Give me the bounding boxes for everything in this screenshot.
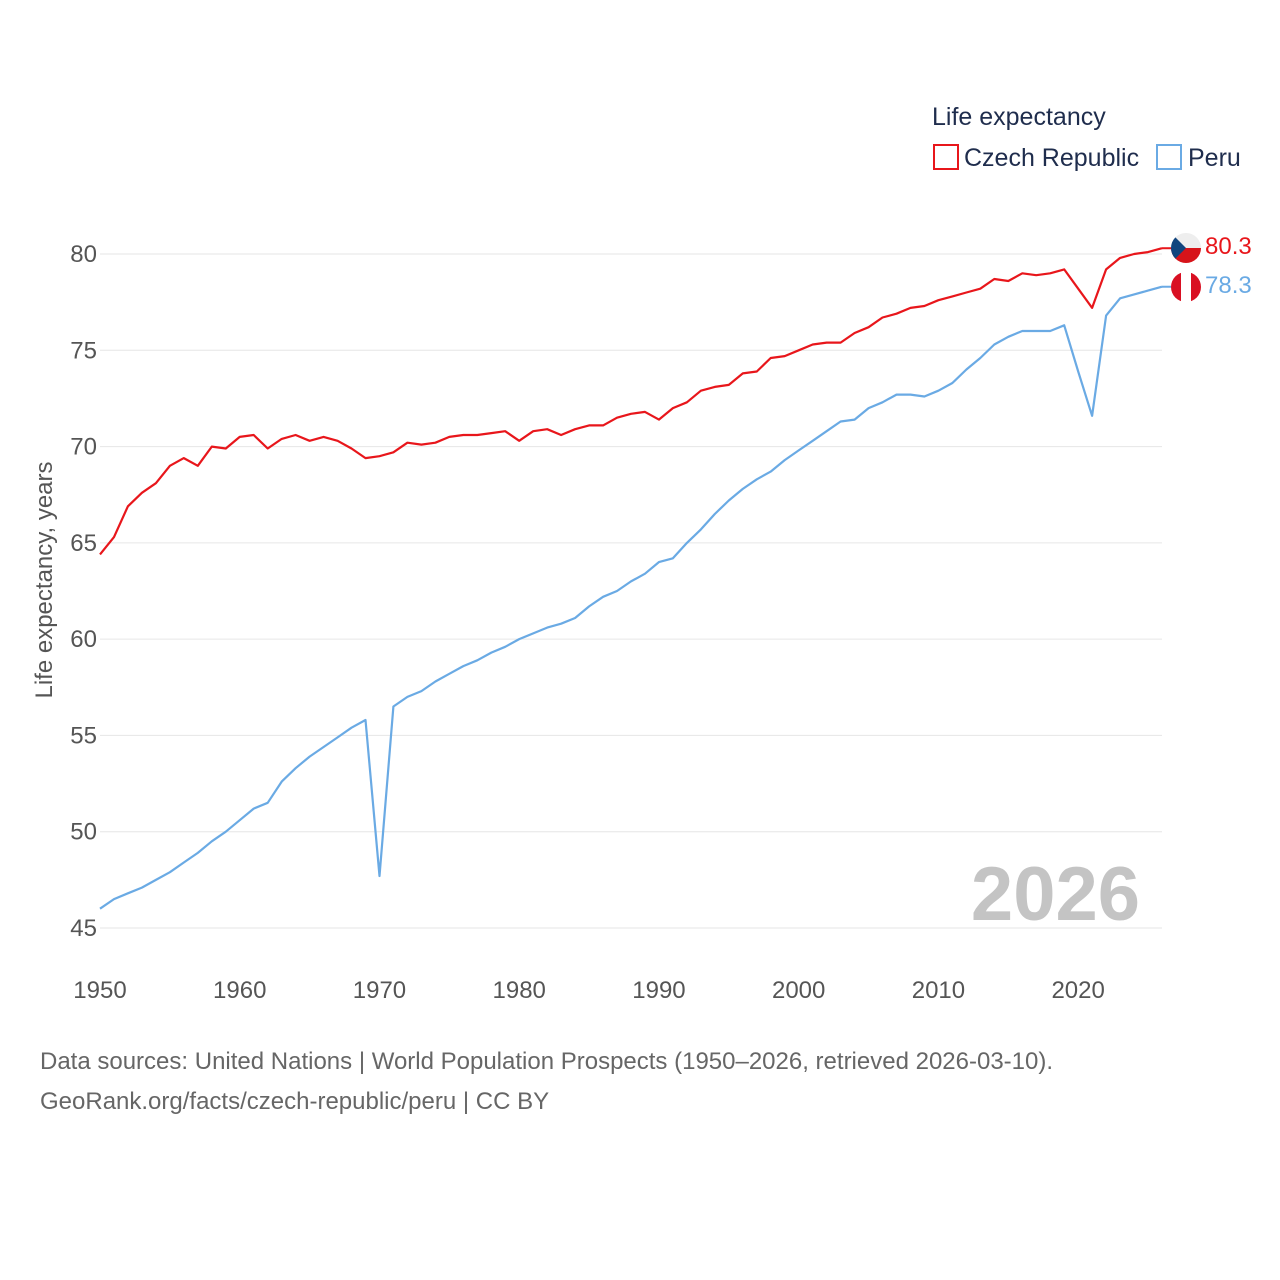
legend-label-czech-republic: Czech Republic [964,144,1139,172]
y-axis-ticks: 45 50 55 60 65 70 75 80 [70,241,97,942]
source-line-link[interactable]: GeoRank.org/facts/czech-republic/peru | … [40,1088,550,1115]
x-tick-label: 2010 [912,977,965,1004]
legend: Life expectancy Czech Republic Peru [932,103,1241,172]
y-tick-label: 60 [70,626,97,653]
current-year-watermark: 2026 [971,852,1140,937]
end-value-czech-republic: 80.3 [1205,233,1252,260]
legend-title: Life expectancy [932,103,1106,131]
y-tick-label: 80 [70,241,97,268]
legend-item-czech-republic[interactable]: Czech Republic [933,144,1139,172]
legend-item-peru[interactable]: Peru [1156,144,1241,172]
y-tick-label: 75 [70,337,97,364]
grid-lines [100,253,1162,929]
x-axis-ticks: 1950 1960 1970 1980 1990 2000 2010 2020 [73,977,1105,1004]
series-line-peru[interactable] [99,285,1163,910]
y-tick-label: 70 [70,434,97,461]
series-lines [99,247,1172,910]
legend-label-peru: Peru [1188,144,1241,172]
end-value-peru: 78.3 [1205,272,1252,299]
y-axis-title: Life expectancy, years [31,461,58,698]
x-tick-label: 1990 [632,977,685,1004]
series-line-czech-republic[interactable] [99,247,1163,556]
y-tick-label: 65 [70,530,97,557]
source-line-data: Data sources: United Nations | World Pop… [40,1048,1054,1075]
czech-flag-icon [1171,233,1201,263]
y-tick-label: 50 [70,819,97,846]
peru-flag-icon [1171,272,1201,302]
x-tick-label: 2000 [772,977,825,1004]
x-tick-label: 1960 [213,977,266,1004]
y-tick-label: 55 [70,722,97,749]
x-tick-label: 1950 [73,977,126,1004]
legend-swatch-czech-republic [933,144,959,170]
x-tick-label: 1970 [353,977,406,1004]
y-tick-label: 45 [70,915,97,942]
legend-swatch-peru [1156,144,1182,170]
x-tick-label: 2020 [1051,977,1104,1004]
x-tick-label: 1980 [493,977,546,1004]
source-note: Data sources: United Nations | World Pop… [40,1042,1053,1122]
